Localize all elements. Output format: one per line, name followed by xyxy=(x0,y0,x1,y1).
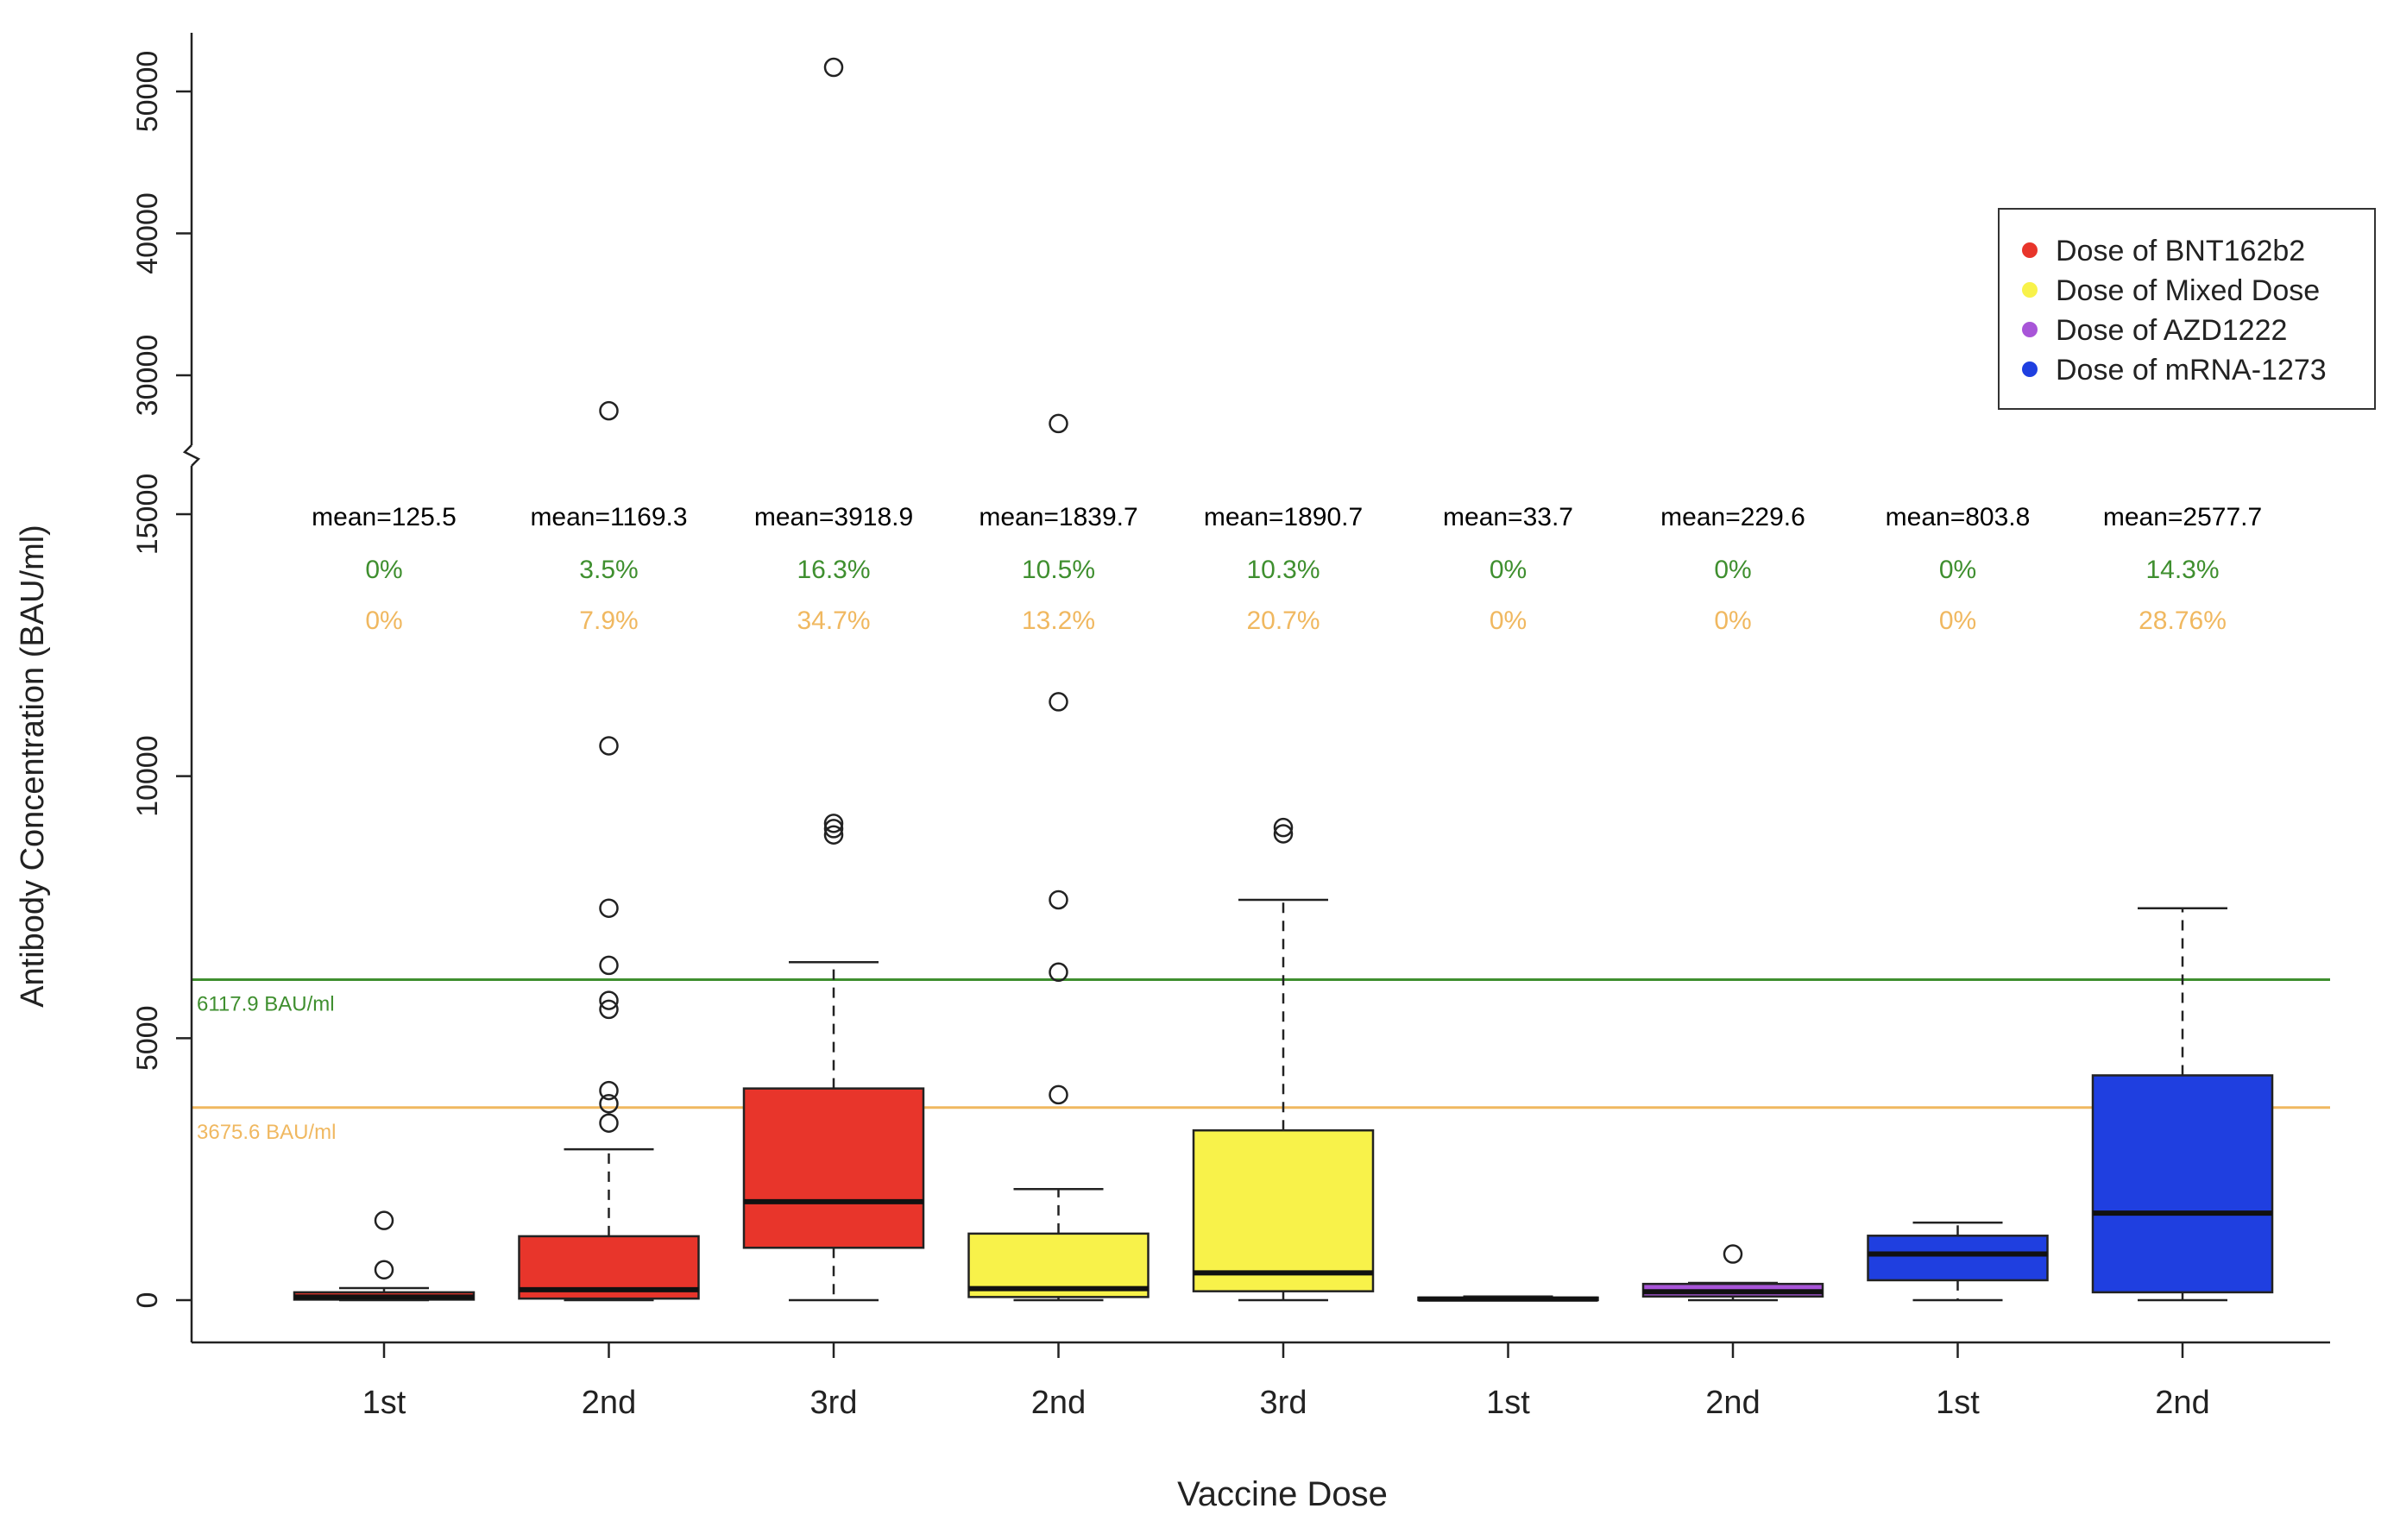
outlier-point xyxy=(823,825,844,845)
outlier-point xyxy=(1273,817,1294,838)
outlier-point xyxy=(599,1113,619,1133)
percent-above-high-label: 14.3% xyxy=(2145,556,2219,584)
x-tick-label: 1st xyxy=(362,1385,406,1421)
box-group xyxy=(1641,1244,1824,1302)
outlier-point xyxy=(599,1094,619,1114)
box-group xyxy=(1192,817,1375,1302)
box-group xyxy=(742,57,925,1302)
outlier-point xyxy=(1723,1244,1743,1264)
outlier-point xyxy=(1049,692,1068,712)
outlier-point xyxy=(599,999,619,1020)
y-tick-label: 15000 xyxy=(131,474,164,556)
box-group xyxy=(518,400,700,1302)
outlier-point xyxy=(374,1210,394,1230)
legend-box xyxy=(1998,208,2376,410)
box-iqr xyxy=(1192,1128,1375,1292)
legend-label: Dose of mRNA-1273 xyxy=(2056,354,2327,387)
percent-above-high-label: 10.5% xyxy=(1022,556,1095,584)
mean-label: mean=2577.7 xyxy=(2103,503,2262,531)
outlier-point xyxy=(1049,889,1068,910)
legend: Dose of BNT162b2 Dose of Mixed Dose Dose o… xyxy=(1998,208,2376,410)
mean-label: mean=803.8 xyxy=(1886,503,2031,531)
legend-marker xyxy=(2022,242,2038,258)
percent-above-high-label: 0% xyxy=(1714,556,1751,584)
box-group xyxy=(1867,1221,2049,1302)
percent-above-low-label: 28.76% xyxy=(2139,607,2227,635)
y-tick-label: 30000 xyxy=(131,335,164,417)
x-tick-label: 2nd xyxy=(1705,1385,1760,1421)
reference-line-label: 3675.6 BAU/ml xyxy=(197,1121,336,1144)
mean-label: mean=1839.7 xyxy=(979,503,1137,531)
y-tick-label: 10000 xyxy=(131,735,164,817)
axis-break-mark xyxy=(182,444,201,467)
mean-label: mean=125.5 xyxy=(312,503,457,531)
outlier-point xyxy=(599,955,619,976)
mean-label: mean=3918.9 xyxy=(754,503,913,531)
outlier-point xyxy=(599,1080,619,1101)
percent-above-low-label: 20.7% xyxy=(1246,607,1320,635)
legend-label: Dose of Mixed Dose xyxy=(2056,274,2320,307)
percent-above-low-label: 34.7% xyxy=(797,607,870,635)
outlier-point xyxy=(599,898,619,918)
legend-marker xyxy=(2022,282,2038,298)
x-tick-label: 2nd xyxy=(1031,1385,1086,1421)
mean-label: mean=1890.7 xyxy=(1204,503,1363,531)
y-tick-label: 5000 xyxy=(131,1006,164,1072)
mean-label: mean=33.7 xyxy=(1443,503,1573,531)
x-tick-label: 1st xyxy=(1936,1385,1980,1421)
box-group xyxy=(967,413,1150,1302)
percent-above-high-label: 0% xyxy=(365,556,402,584)
percent-above-low-label: 7.9% xyxy=(579,607,638,635)
box-iqr xyxy=(742,1087,925,1249)
outlier-point xyxy=(823,819,844,839)
percent-above-low-label: 0% xyxy=(1939,607,1976,635)
legend-label: Dose of AZD1222 xyxy=(2056,314,2287,347)
box-group xyxy=(2091,907,2274,1302)
box-iqr xyxy=(1867,1235,2049,1282)
box-groups xyxy=(293,57,2274,1302)
x-axis-title: Vaccine Dose xyxy=(1177,1475,1388,1513)
reference-lines: 6117.9 BAU/ml 3675.6 BAU/ml xyxy=(192,977,2330,1144)
y-axis-title: Antibody Concentration (BAU/ml) xyxy=(15,525,51,1008)
percent-above-low-label: 0% xyxy=(365,607,402,635)
y-tick-label: 40000 xyxy=(131,192,164,274)
percent-above-high-label: 0% xyxy=(1939,556,1976,584)
outlier-point xyxy=(1049,962,1068,983)
outlier-point xyxy=(374,1260,394,1280)
percent-above-high-label: 16.3% xyxy=(797,556,870,584)
outlier-point xyxy=(1049,413,1068,434)
outlier-point xyxy=(599,990,619,1010)
y-tick-label: 50000 xyxy=(131,51,164,133)
box-iqr xyxy=(2091,1074,2274,1294)
percent-above-high-label: 10.3% xyxy=(1246,556,1320,584)
legend-marker xyxy=(2022,361,2038,377)
box-group xyxy=(1417,1295,1599,1302)
legend-marker xyxy=(2022,322,2038,337)
percent-above-high-label: 3.5% xyxy=(579,556,638,584)
percent-above-low-label: 0% xyxy=(1714,607,1751,635)
x-tick-label: 3rd xyxy=(810,1385,858,1421)
percent-above-low-label: 0% xyxy=(1490,607,1527,635)
outlier-point xyxy=(599,400,619,421)
percent-above-low-label: 13.2% xyxy=(1022,607,1095,635)
mean-label: mean=229.6 xyxy=(1660,503,1805,531)
x-tick-label: 2nd xyxy=(582,1385,636,1421)
mean-label: mean=1169.3 xyxy=(530,503,687,531)
axes: 0 5000 10000 15000 30000 40000 50000 1st 2nd 3rd 2… xyxy=(131,33,2330,1421)
x-tick-label: 1st xyxy=(1486,1385,1530,1421)
outlier-point xyxy=(823,57,844,78)
outlier-point xyxy=(1049,1084,1068,1105)
y-tick-label: 0 xyxy=(131,1292,164,1309)
legend-label: Dose of BNT162b2 xyxy=(2056,235,2305,267)
box-group xyxy=(293,1210,476,1302)
x-tick-label: 2nd xyxy=(2155,1385,2209,1421)
reference-line-label: 6117.9 BAU/ml xyxy=(197,992,335,1015)
outlier-point xyxy=(1273,824,1294,844)
x-tick-label: 3rd xyxy=(1260,1385,1307,1421)
outlier-point xyxy=(823,814,844,833)
box-annotations: mean=125.5 0% 0% mean=1169.3 3.5% 7.9% mean=39… xyxy=(312,503,2262,635)
percent-above-high-label: 0% xyxy=(1490,556,1527,584)
outlier-point xyxy=(599,736,619,756)
